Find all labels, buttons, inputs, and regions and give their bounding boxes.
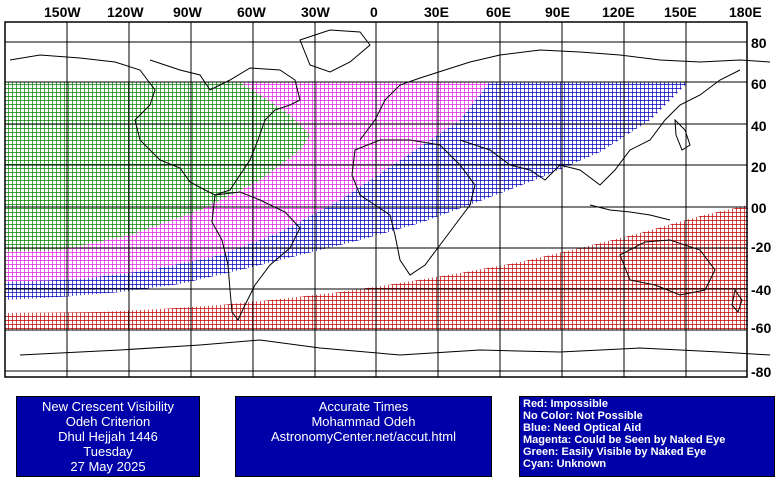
lon-label-90w: 90W	[173, 4, 202, 20]
zone-blue-optical-aid	[5, 82, 688, 300]
new-zealand-coast	[731, 288, 743, 313]
lon-label-0: 0	[370, 4, 378, 20]
lat-label-minus-60: -60	[751, 320, 772, 336]
info-panel: New Crescent Visibility Odeh Criterion D…	[16, 396, 200, 477]
coastlines	[9, 29, 771, 356]
australia-coast	[619, 239, 716, 296]
lon-label-120w: 120W	[107, 4, 144, 20]
legend-no-color: No Color: Not Possible	[523, 410, 643, 422]
legend-panel: Red: Impossible No Color: Not Possible B…	[519, 396, 775, 477]
lat-label-00: 00	[751, 200, 767, 216]
asia-coast	[459, 69, 741, 186]
lat-label-minus-20: -20	[751, 239, 772, 255]
north-america-coast	[9, 54, 301, 196]
info-title: New Crescent Visibility	[42, 399, 174, 414]
lat-label-40: 40	[751, 118, 767, 134]
lon-label-120e: 120E	[602, 4, 635, 20]
indonesia-coast	[589, 204, 671, 221]
lon-label-60e: 60E	[486, 4, 511, 20]
credit-url[interactable]: AstronomyCenter.net/accut.html	[271, 429, 456, 444]
lat-label-20: 20	[751, 159, 767, 175]
visibility-map	[4, 21, 771, 378]
info-date: 27 May 2025	[70, 459, 146, 474]
lat-label-minus-80: -80	[751, 364, 772, 380]
lon-label-180e: 180E	[729, 4, 762, 20]
lat-label-minus-40: -40	[751, 282, 772, 298]
africa-coast	[351, 139, 476, 276]
lon-label-150w: 150W	[44, 4, 81, 20]
legend-cyan: Cyan: Unknown	[523, 458, 607, 470]
south-america-coast	[211, 191, 301, 321]
info-criterion: Odeh Criterion	[65, 414, 151, 429]
lon-label-60w: 60W	[237, 4, 266, 20]
info-month: Dhul Hejjah 1446	[58, 429, 158, 444]
credit-title: Accurate Times	[318, 399, 409, 414]
legend-blue: Blue: Need Optical Aid	[523, 422, 642, 434]
info-weekday: Tuesday	[83, 444, 133, 459]
antarctica-coast	[19, 339, 771, 356]
lon-label-150e: 150E	[664, 4, 697, 20]
credit-author: Mohammad Odeh	[311, 414, 416, 429]
lon-label-30w: 30W	[301, 4, 330, 20]
map-frame	[4, 21, 748, 378]
legend-red: Red: Impossible	[523, 398, 608, 410]
legend-green: Green: Easily Visible by Naked Eye	[523, 446, 707, 458]
lon-label-30e: 30E	[424, 4, 449, 20]
credit-panel: Accurate Times Mohammad Odeh AstronomyCe…	[235, 396, 492, 477]
lat-label-60: 60	[751, 76, 767, 92]
greenland-coast	[299, 29, 371, 73]
zone-magenta-naked-eye	[5, 82, 490, 282]
lat-label-80: 80	[751, 35, 767, 51]
lon-label-90e: 90E	[545, 4, 570, 20]
legend-magenta: Magenta: Could be Seen by Naked Eye	[523, 434, 726, 446]
